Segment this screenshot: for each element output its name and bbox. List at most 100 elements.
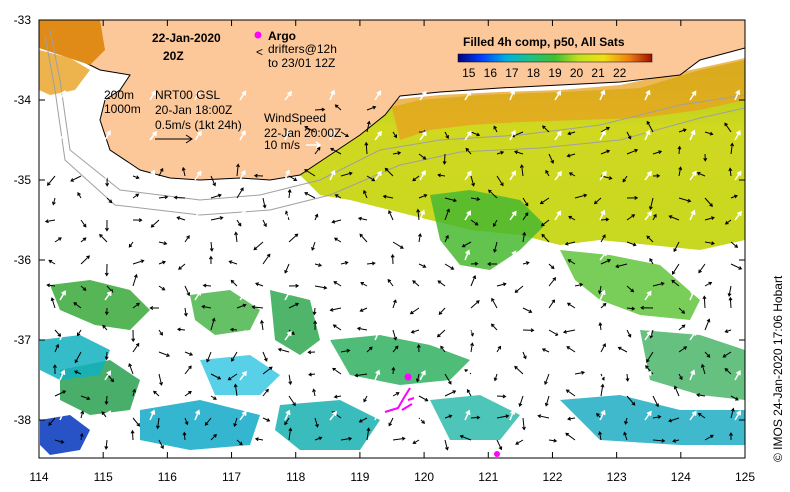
depth-1000-label: 1000m (104, 102, 141, 116)
wind-arrow (374, 130, 382, 141)
argo-legend-label: Argo (268, 29, 296, 43)
current-arrow (210, 317, 216, 331)
wind-arrow (239, 291, 248, 301)
y-tick-label: -33 (14, 13, 32, 27)
wind-arrow (599, 409, 606, 421)
current-arrow (522, 197, 529, 207)
y-axis: -33 -34 -35 -36 -37 -38 (14, 13, 745, 427)
x-tick-label: 120 (414, 470, 434, 484)
current-arrow (548, 153, 554, 164)
current-arrow (698, 263, 706, 274)
current-arrow (600, 259, 612, 265)
wind-arrow (464, 369, 471, 381)
wind-arrow (59, 249, 66, 261)
current-arrow (340, 171, 353, 177)
current-arrow (314, 146, 321, 155)
current-arrow (80, 255, 90, 265)
current-arrow (564, 241, 576, 246)
current-arrow (76, 329, 82, 337)
current-arrow (158, 260, 166, 265)
current-arrow (521, 417, 526, 431)
current-arrow (74, 351, 82, 364)
wind-arrow (554, 290, 562, 301)
current-arrow (541, 348, 550, 353)
current-arrow (574, 193, 588, 199)
current-arrow (722, 351, 732, 358)
x-tick-label: 122 (542, 470, 562, 484)
current-arrow (253, 173, 264, 178)
current-arrow (625, 373, 630, 382)
current-arrow (496, 150, 505, 155)
current-arrow (593, 197, 602, 205)
current-arrow (624, 417, 628, 425)
sst-green-patch-center (190, 290, 260, 335)
wind-arrow (419, 90, 427, 101)
wind-arrow (239, 329, 246, 341)
current-arrow (262, 219, 267, 228)
current-arrow (646, 235, 654, 243)
current-arrow (184, 351, 194, 356)
x-tick-label: 121 (478, 470, 498, 484)
current-arrow (262, 351, 268, 362)
current-arrow (80, 237, 87, 243)
wind-arrow (104, 210, 111, 221)
colorbar-label: 21 (591, 66, 605, 80)
current-arrow (104, 439, 109, 450)
current-arrow (73, 302, 82, 309)
wind-arrow (644, 290, 652, 301)
current-arrow (104, 263, 109, 277)
current-arrow (678, 324, 686, 331)
wind-arrow (689, 250, 697, 261)
current-arrow (438, 307, 446, 315)
current-arrow (366, 105, 377, 111)
wind-arrow (284, 210, 292, 221)
wind-arrow (464, 130, 472, 141)
current-arrow (202, 283, 212, 288)
wind-arrow (284, 370, 291, 381)
wind-arrow (59, 90, 66, 101)
wind-arrow (194, 290, 202, 301)
current-arrow (51, 197, 56, 206)
wind-arrow (419, 250, 427, 261)
current-arrow (333, 237, 342, 243)
wind-arrow (104, 90, 112, 101)
current-arrow (182, 431, 187, 441)
current-arrow (132, 302, 140, 309)
contour-1000m (44, 34, 745, 216)
argo-float-marker (404, 373, 412, 381)
current-arrow (210, 395, 217, 400)
current-arrow (671, 279, 680, 287)
colorbar-label: 18 (527, 66, 541, 80)
current-arrow (704, 318, 711, 331)
current-arrow (727, 285, 732, 297)
current-arrow (542, 125, 550, 133)
current-arrow (333, 394, 342, 399)
wind-arrow (599, 251, 608, 261)
current-arrow (626, 329, 632, 338)
sst-green-patch-east (430, 190, 545, 270)
current-arrow (227, 373, 238, 381)
current-arrow (366, 175, 376, 182)
wind-time: 22-Jan 20:00Z (264, 126, 341, 140)
current-arrow (568, 215, 576, 221)
x-tick-label: 115 (94, 470, 113, 484)
current-arrow (99, 233, 108, 243)
current-arrow (626, 306, 636, 311)
x-tick-label: 124 (671, 470, 691, 484)
current-arrow (730, 241, 739, 248)
colorbar-label: 17 (505, 66, 519, 80)
wind-arrow (239, 90, 247, 101)
current-arrow (329, 307, 342, 312)
current-arrow (461, 241, 472, 248)
wind-arrow (149, 169, 156, 181)
wind-arrow (149, 211, 158, 221)
colorbar-label: 16 (484, 66, 498, 80)
wind-arrow (329, 250, 337, 261)
wind-title: WindSpeed (264, 111, 326, 125)
wind-scale-label: 10 m/s (264, 138, 300, 152)
wind-arrow (464, 90, 472, 101)
current-arrow (522, 212, 529, 221)
current-arrow (652, 281, 665, 287)
wind-arrow (374, 90, 382, 101)
current-arrow (544, 395, 550, 407)
